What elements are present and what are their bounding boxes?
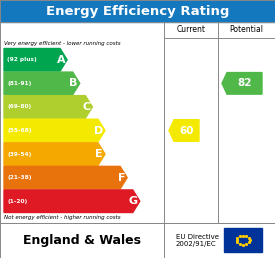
Text: (81-91): (81-91) [7,81,31,86]
Text: (55-68): (55-68) [7,128,32,133]
Text: Not energy efficient - higher running costs: Not energy efficient - higher running co… [4,215,121,221]
Polygon shape [4,166,127,189]
Text: 82: 82 [237,78,252,88]
Text: (21-38): (21-38) [7,175,32,180]
Text: Current: Current [177,26,205,35]
Polygon shape [4,119,105,142]
Text: (69-80): (69-80) [7,104,31,109]
Text: D: D [94,125,103,135]
Text: E: E [95,149,103,159]
Bar [224,228,262,252]
Polygon shape [4,49,67,71]
Text: 60: 60 [179,125,194,135]
Text: B: B [69,78,78,88]
Text: (39-54): (39-54) [7,151,31,157]
Bar [0,0,275,22]
Polygon shape [222,72,262,94]
Polygon shape [4,190,140,213]
Text: Potential: Potential [230,26,263,35]
Polygon shape [169,120,199,141]
Text: (1-20): (1-20) [7,199,27,204]
Text: Energy Efficiency Rating: Energy Efficiency Rating [46,4,229,18]
Bar [0,223,275,258]
Polygon shape [4,96,92,118]
Text: England & Wales: England & Wales [23,234,141,247]
Text: C: C [82,102,90,112]
Text: EU Directive
2002/91/EC: EU Directive 2002/91/EC [176,234,219,247]
Text: A: A [56,55,65,65]
Polygon shape [4,72,80,95]
Text: G: G [129,196,138,206]
Text: (92 plus): (92 plus) [7,57,37,62]
Text: Very energy efficient - lower running costs: Very energy efficient - lower running co… [4,41,121,45]
Text: F: F [118,173,125,183]
Polygon shape [4,143,105,165]
